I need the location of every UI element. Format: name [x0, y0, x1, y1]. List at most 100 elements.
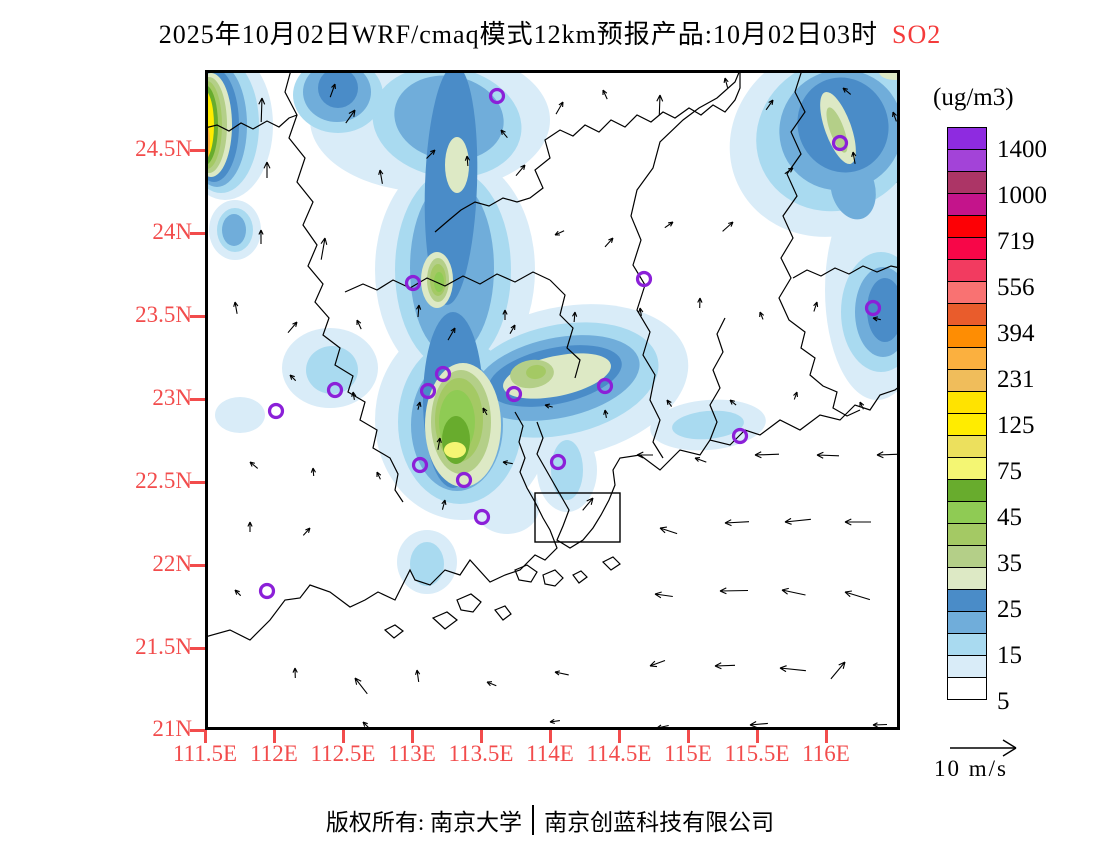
station-marker	[488, 87, 506, 105]
title-species: SO2	[892, 20, 942, 49]
wind-arrow	[816, 451, 840, 459]
province-boundary	[792, 265, 901, 279]
wind-arrow	[234, 589, 242, 597]
station-marker	[404, 274, 422, 292]
lat-tick-label: 21.5N	[135, 634, 192, 659]
wind-arrow	[779, 665, 806, 673]
lon-tick-label: 115.5E	[724, 741, 790, 766]
wind-arrow	[554, 670, 569, 676]
wind-arrow	[654, 591, 673, 599]
island-outline	[601, 556, 621, 571]
wind-arrow	[292, 667, 298, 679]
wind-arrow	[302, 527, 311, 536]
colorbar-cell	[947, 259, 987, 282]
wind-arrow	[784, 167, 794, 175]
lat-tick-mark	[190, 398, 206, 401]
wind-arrow	[664, 221, 674, 229]
wind-arrow	[892, 111, 897, 122]
lon-tick-mark	[756, 730, 759, 743]
colorbar-cell	[947, 303, 987, 326]
wind-arrow	[554, 230, 565, 236]
forecast-map	[177, 43, 937, 733]
colorbar-cell	[947, 633, 987, 656]
lat-tick-label: 23N	[152, 385, 192, 410]
colorbar-cell	[947, 523, 987, 546]
island-outline	[514, 564, 538, 583]
colorbar-cell	[947, 171, 987, 194]
lon-tick-label: 111.5E	[172, 741, 238, 766]
island-outline	[542, 569, 564, 587]
lat-tick-mark	[190, 232, 206, 235]
wind-arrow	[844, 518, 871, 526]
colorbar-cell	[947, 677, 987, 700]
colorbar-cell	[947, 545, 987, 568]
wind-arrow	[572, 311, 578, 323]
station-marker	[864, 299, 882, 317]
wind-arrow	[263, 161, 271, 178]
wind-arrow	[729, 399, 737, 406]
colorbar-cell	[947, 567, 987, 590]
wind-arrow	[582, 497, 594, 511]
lon-tick-label: 113.5E	[448, 741, 514, 766]
province-boundary	[536, 385, 901, 549]
lon-tick-label: 115E	[664, 741, 712, 766]
lon-tick-mark	[825, 730, 828, 743]
wind-arrow	[509, 324, 516, 334]
colorbar-cell	[947, 193, 987, 216]
concentration-contour	[445, 137, 469, 193]
wind-arrow	[502, 309, 508, 320]
wind-reference-label: 10 m/s	[934, 756, 1008, 781]
wind-arrow	[765, 99, 774, 111]
wind-arrow	[830, 661, 846, 680]
lon-tick-label: 114E	[526, 741, 574, 766]
lon-tick-mark	[342, 730, 345, 743]
lon-tick-mark	[411, 730, 414, 743]
lat-tick-label: 24N	[152, 219, 192, 244]
station-marker-layer	[258, 87, 882, 600]
province-boundary	[344, 271, 551, 293]
station-marker	[258, 582, 276, 600]
wind-arrow	[714, 662, 736, 670]
colorbar-tick-label: 25	[997, 596, 1022, 623]
colorbar-cell	[947, 589, 987, 612]
colorbar-tick-label: 719	[997, 228, 1035, 255]
province-boundary	[284, 69, 404, 503]
colorbar	[947, 127, 987, 700]
concentration-contour	[826, 107, 848, 153]
lon-tick-label: 116E	[802, 741, 850, 766]
concentration-contour	[434, 272, 444, 292]
wind-arrow	[656, 94, 664, 116]
concentration-contour	[215, 397, 265, 433]
wind-arrow	[345, 109, 356, 124]
colorbar-cell	[947, 281, 987, 304]
station-marker	[419, 382, 437, 400]
lat-tick-label: 21N	[152, 716, 192, 741]
lon-tick-mark	[204, 730, 207, 743]
footer-right: 南京创蓝科技有限公司	[544, 810, 775, 835]
colorbar-cell	[947, 611, 987, 634]
lat-tick-label: 23.5N	[135, 302, 192, 327]
concentration-contour	[444, 442, 466, 458]
wind-arrow	[759, 311, 765, 320]
colorbar-cell	[947, 655, 987, 678]
colorbar-cell	[947, 149, 987, 172]
lon-tick-mark	[618, 730, 621, 743]
wind-arrow	[287, 321, 298, 334]
lat-tick-label: 22N	[152, 551, 192, 576]
wind-arrow	[320, 237, 328, 260]
wind-arrow	[649, 659, 666, 668]
wind-arrow	[329, 83, 336, 98]
wind-arrow	[258, 229, 264, 244]
lat-tick-mark	[190, 315, 206, 318]
colorbar-cell	[947, 347, 987, 370]
colorbar-tick-label: 1000	[997, 182, 1047, 209]
wind-arrow	[515, 164, 526, 177]
lat-tick-mark	[190, 481, 206, 484]
forecast-map-svg	[177, 43, 937, 733]
wind-arrow	[602, 89, 608, 100]
colorbar-tick-label: 35	[997, 550, 1022, 577]
island-outline	[494, 605, 512, 621]
colorbar-tick-label: 15	[997, 642, 1022, 669]
colorbar-cell	[947, 237, 987, 260]
wind-arrow	[697, 297, 703, 309]
